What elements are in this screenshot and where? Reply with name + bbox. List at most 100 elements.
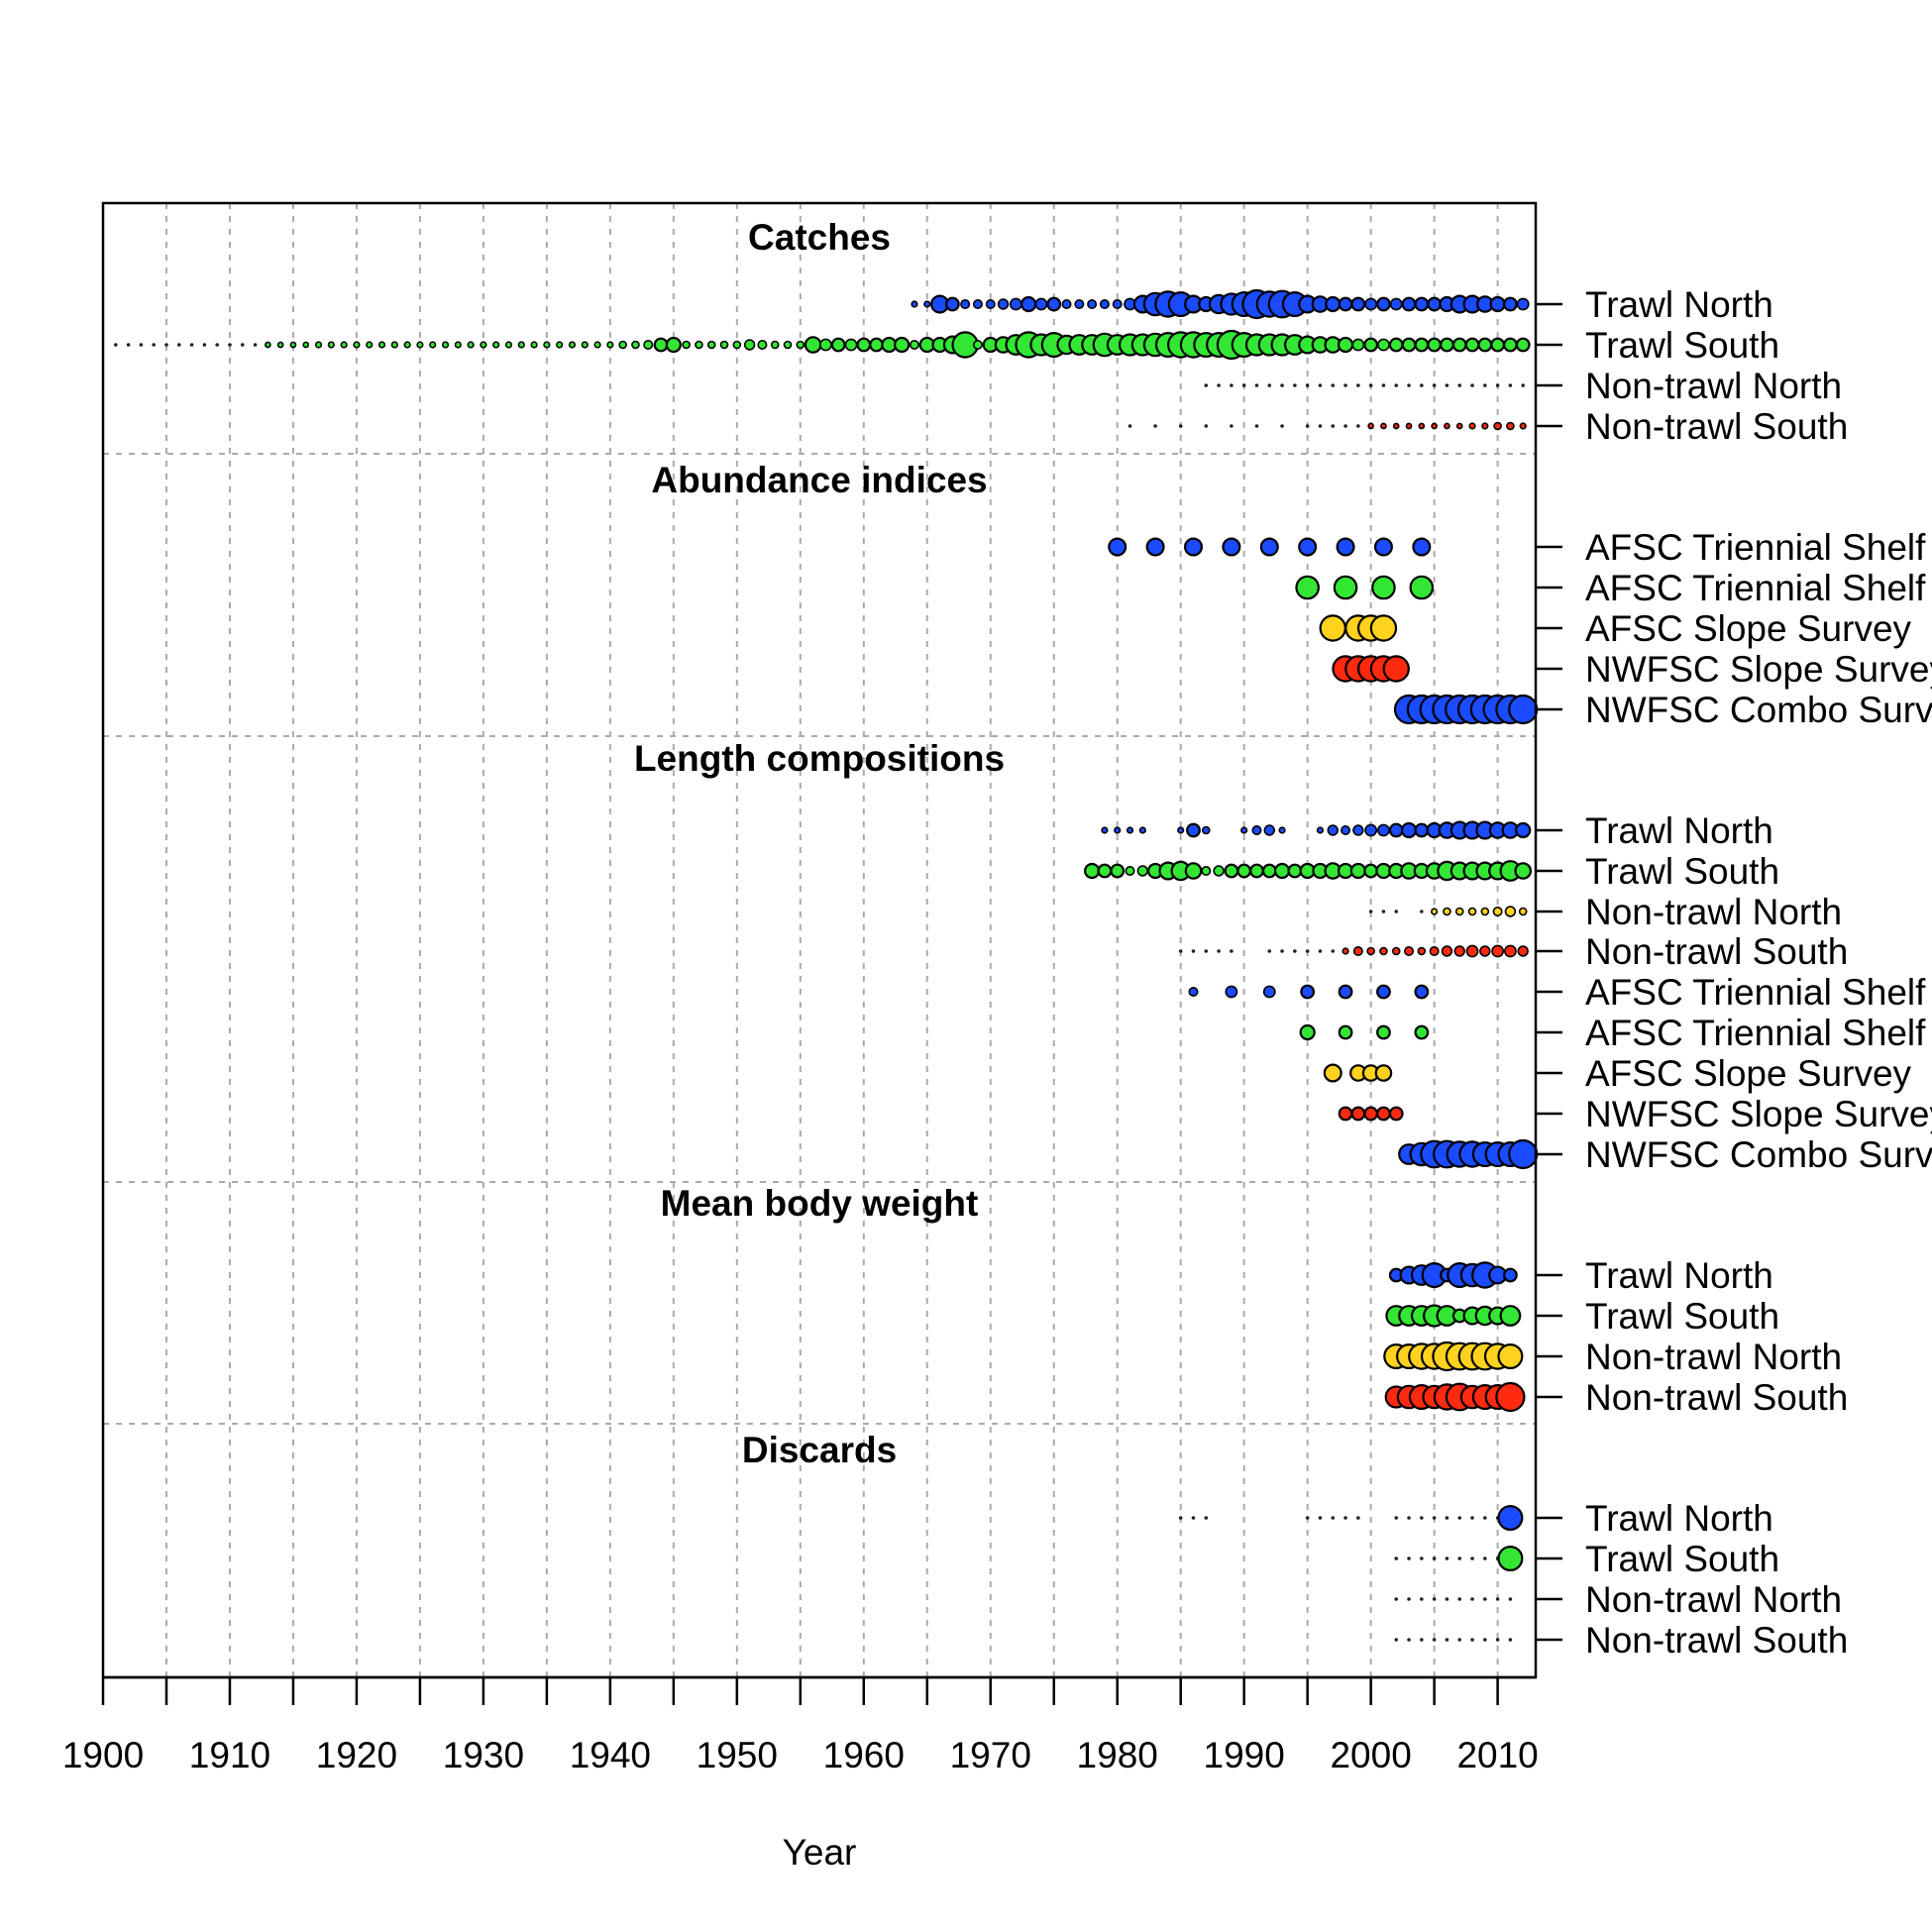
data-point	[1480, 907, 1490, 916]
data-point	[1479, 945, 1491, 957]
data-point	[1432, 1597, 1437, 1601]
data-point	[1457, 1516, 1462, 1520]
data-point	[1453, 945, 1465, 957]
section-titles: Catches Abundance indices Length compositi…	[634, 217, 1005, 1470]
data-point	[1318, 424, 1323, 428]
data-point	[1293, 949, 1297, 953]
data-point	[844, 338, 858, 352]
data-point	[1477, 337, 1493, 353]
row-label: Non-trawl North	[1585, 1337, 1842, 1377]
data-point	[1470, 1597, 1474, 1601]
data-point	[1495, 1638, 1500, 1642]
row-label: NWFSC Combo Survey	[1585, 690, 1932, 730]
data-point	[126, 343, 131, 347]
data-point	[1394, 1638, 1399, 1642]
data-point	[454, 341, 462, 349]
data-point	[1101, 826, 1109, 834]
data-point	[1443, 907, 1451, 916]
data-point	[1138, 826, 1146, 834]
data-point	[944, 296, 960, 312]
data-point	[1431, 908, 1439, 915]
data-point	[972, 339, 983, 350]
data-point	[1445, 1597, 1449, 1601]
data-point	[556, 341, 564, 349]
data-point	[1236, 863, 1252, 879]
data-point	[1364, 823, 1378, 837]
data-point	[1061, 298, 1072, 309]
data-point	[1414, 1024, 1430, 1040]
row-label: AFSC Slope Survey	[1585, 1053, 1912, 1094]
data-point	[1432, 1516, 1437, 1520]
data-point	[1333, 575, 1358, 600]
row-label: Trawl South	[1585, 325, 1779, 366]
data-point	[1519, 422, 1527, 430]
data-point	[653, 337, 669, 353]
data-point	[1427, 296, 1443, 312]
data-point	[1407, 383, 1411, 387]
data-point	[1457, 383, 1462, 387]
data-point	[1183, 537, 1203, 557]
data-point	[1483, 1516, 1487, 1520]
data-point	[1136, 865, 1149, 877]
data-point	[228, 343, 232, 347]
data-point	[1444, 422, 1450, 430]
row-label: AFSC Triennial Shelf Survey South	[1585, 568, 1932, 608]
row-label: Non-trawl North	[1585, 366, 1842, 406]
data-point	[1225, 985, 1238, 999]
data-point	[1217, 383, 1221, 387]
data-point	[1503, 296, 1518, 312]
data-point	[985, 298, 996, 309]
row-label: AFSC Triennial Shelf Survey North	[1585, 527, 1932, 568]
data-point	[403, 341, 411, 349]
data-point	[1495, 1381, 1526, 1413]
row-label: Non-trawl North	[1585, 1579, 1842, 1620]
data-point	[1455, 422, 1463, 430]
data-points	[113, 288, 1539, 1642]
row-label: Trawl North	[1585, 284, 1773, 325]
data-point	[1401, 296, 1417, 312]
data-point	[1440, 337, 1454, 353]
data-point	[1388, 822, 1404, 838]
row-label: Trawl North	[1585, 810, 1773, 851]
data-point	[1382, 655, 1410, 683]
row-label: AFSC Triennial Shelf Survey South	[1585, 1013, 1932, 1053]
data-point	[1338, 1024, 1353, 1040]
x-tick-label: 1930	[443, 1735, 524, 1775]
data-point	[1381, 910, 1386, 913]
data-point	[796, 340, 805, 350]
data-point	[1097, 863, 1113, 879]
data-point	[1305, 949, 1310, 953]
data-point	[1343, 1516, 1347, 1520]
data-point	[1126, 826, 1134, 834]
data-point	[1251, 824, 1262, 835]
data-point	[1145, 537, 1165, 557]
data-point	[1267, 383, 1272, 387]
data-point	[1376, 1106, 1391, 1122]
data-point	[1504, 906, 1517, 917]
data-point	[1467, 907, 1477, 916]
data-point	[1364, 297, 1378, 311]
data-point	[1493, 421, 1502, 431]
data-point	[1504, 944, 1517, 958]
data-point	[1388, 337, 1404, 353]
data-point	[1376, 296, 1391, 312]
data-point	[492, 341, 500, 349]
data-point	[340, 341, 348, 349]
data-point	[1298, 537, 1318, 557]
data-point	[1318, 949, 1323, 953]
data-point	[1217, 949, 1221, 953]
data-point	[113, 343, 118, 347]
data-point	[1363, 1106, 1379, 1122]
data-point	[1515, 821, 1532, 839]
data-point	[1178, 1516, 1183, 1520]
data-point	[1204, 1516, 1209, 1520]
data-point	[1454, 907, 1464, 916]
data-point	[1084, 862, 1101, 880]
data-point	[1521, 383, 1526, 387]
data-point	[189, 343, 194, 347]
data-point	[253, 343, 258, 347]
data-point	[1420, 910, 1424, 913]
data-point	[164, 343, 168, 347]
